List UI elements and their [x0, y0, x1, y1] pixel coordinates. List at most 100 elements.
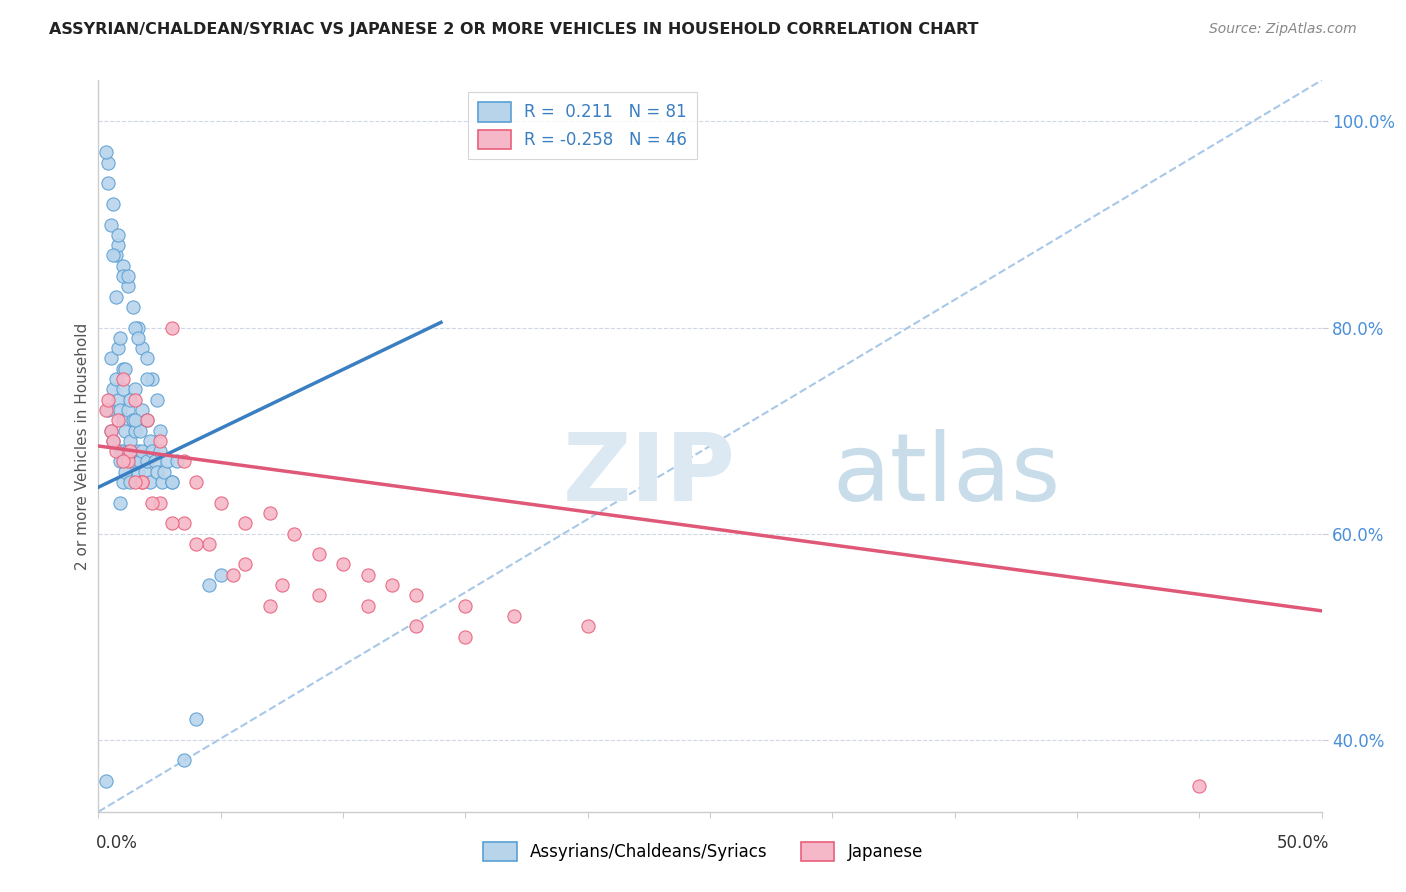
Point — [100, 424, 122, 438]
Point — [101, 434, 124, 448]
Point — [173, 454, 195, 468]
Point — [100, 218, 122, 232]
Point — [117, 454, 139, 468]
Point — [222, 567, 245, 582]
Point — [139, 434, 162, 448]
Point — [127, 465, 149, 479]
Point — [124, 392, 146, 407]
Point — [110, 496, 132, 510]
Point — [308, 547, 330, 561]
Point — [131, 444, 153, 458]
Point — [124, 320, 146, 334]
Point — [136, 372, 159, 386]
Point — [124, 424, 146, 438]
Point — [308, 588, 330, 602]
Point — [101, 434, 124, 448]
Point — [124, 413, 146, 427]
Point — [121, 413, 143, 427]
Point — [114, 465, 136, 479]
Point — [111, 268, 134, 283]
Text: Source: ZipAtlas.com: Source: ZipAtlas.com — [1209, 22, 1357, 37]
Point — [166, 454, 188, 468]
Point — [454, 630, 477, 644]
Point — [104, 290, 127, 304]
Point — [209, 567, 232, 582]
Point — [100, 351, 122, 366]
Point — [120, 444, 142, 458]
Text: ASSYRIAN/CHALDEAN/SYRIAC VS JAPANESE 2 OR MORE VEHICLES IN HOUSEHOLD CORRELATION: ASSYRIAN/CHALDEAN/SYRIAC VS JAPANESE 2 O… — [49, 22, 979, 37]
Point — [149, 434, 172, 448]
Point — [283, 526, 305, 541]
Point — [136, 454, 159, 468]
Point — [356, 567, 378, 582]
Point — [197, 537, 219, 551]
Point — [127, 331, 149, 345]
Point — [104, 444, 127, 458]
Point — [97, 155, 120, 169]
Point — [107, 413, 129, 427]
Text: 0.0%: 0.0% — [96, 834, 138, 852]
Point — [127, 320, 149, 334]
Point — [111, 259, 134, 273]
Point — [104, 372, 127, 386]
Point — [356, 599, 378, 613]
Point — [233, 516, 256, 531]
Point — [131, 341, 153, 355]
Point — [197, 578, 219, 592]
Point — [149, 424, 172, 438]
Point — [120, 392, 142, 407]
Point — [121, 454, 143, 468]
Point — [136, 413, 159, 427]
Point — [233, 558, 256, 572]
Point — [111, 413, 134, 427]
Point — [107, 227, 129, 242]
Point — [186, 712, 208, 726]
Point — [503, 609, 526, 624]
Point — [120, 475, 142, 489]
Point — [97, 392, 120, 407]
Point — [94, 145, 117, 160]
Point — [156, 454, 179, 468]
Point — [146, 465, 169, 479]
Point — [160, 475, 183, 489]
Y-axis label: 2 or more Vehicles in Household: 2 or more Vehicles in Household — [75, 322, 90, 570]
Legend: Assyrians/Chaldeans/Syriacs, Japanese: Assyrians/Chaldeans/Syriacs, Japanese — [477, 835, 929, 868]
Point — [111, 475, 134, 489]
Point — [94, 403, 117, 417]
Point — [110, 403, 132, 417]
Point — [381, 578, 404, 592]
Text: 50.0%: 50.0% — [1277, 834, 1329, 852]
Point — [129, 424, 152, 438]
Point — [114, 361, 136, 376]
Point — [141, 444, 163, 458]
Point — [143, 454, 166, 468]
Point — [110, 454, 132, 468]
Point — [101, 382, 124, 396]
Point — [131, 475, 153, 489]
Point — [149, 444, 172, 458]
Legend: R =  0.211   N = 81, R = -0.258   N = 46: R = 0.211 N = 81, R = -0.258 N = 46 — [468, 92, 697, 159]
Point — [141, 496, 163, 510]
Point — [107, 341, 129, 355]
Point — [124, 382, 146, 396]
Point — [127, 444, 149, 458]
Point — [405, 588, 427, 602]
Point — [94, 773, 117, 788]
Point — [117, 444, 139, 458]
Point — [160, 320, 183, 334]
Point — [117, 268, 139, 283]
Point — [117, 403, 139, 417]
Point — [107, 238, 129, 252]
Point — [111, 444, 134, 458]
Point — [111, 372, 134, 386]
Point — [209, 496, 232, 510]
Point — [100, 424, 122, 438]
Point — [107, 392, 129, 407]
Point — [136, 413, 159, 427]
Point — [576, 619, 599, 633]
Point — [160, 516, 183, 531]
Text: ZIP: ZIP — [564, 429, 737, 521]
Point — [97, 403, 120, 417]
Point — [136, 351, 159, 366]
Point — [131, 403, 153, 417]
